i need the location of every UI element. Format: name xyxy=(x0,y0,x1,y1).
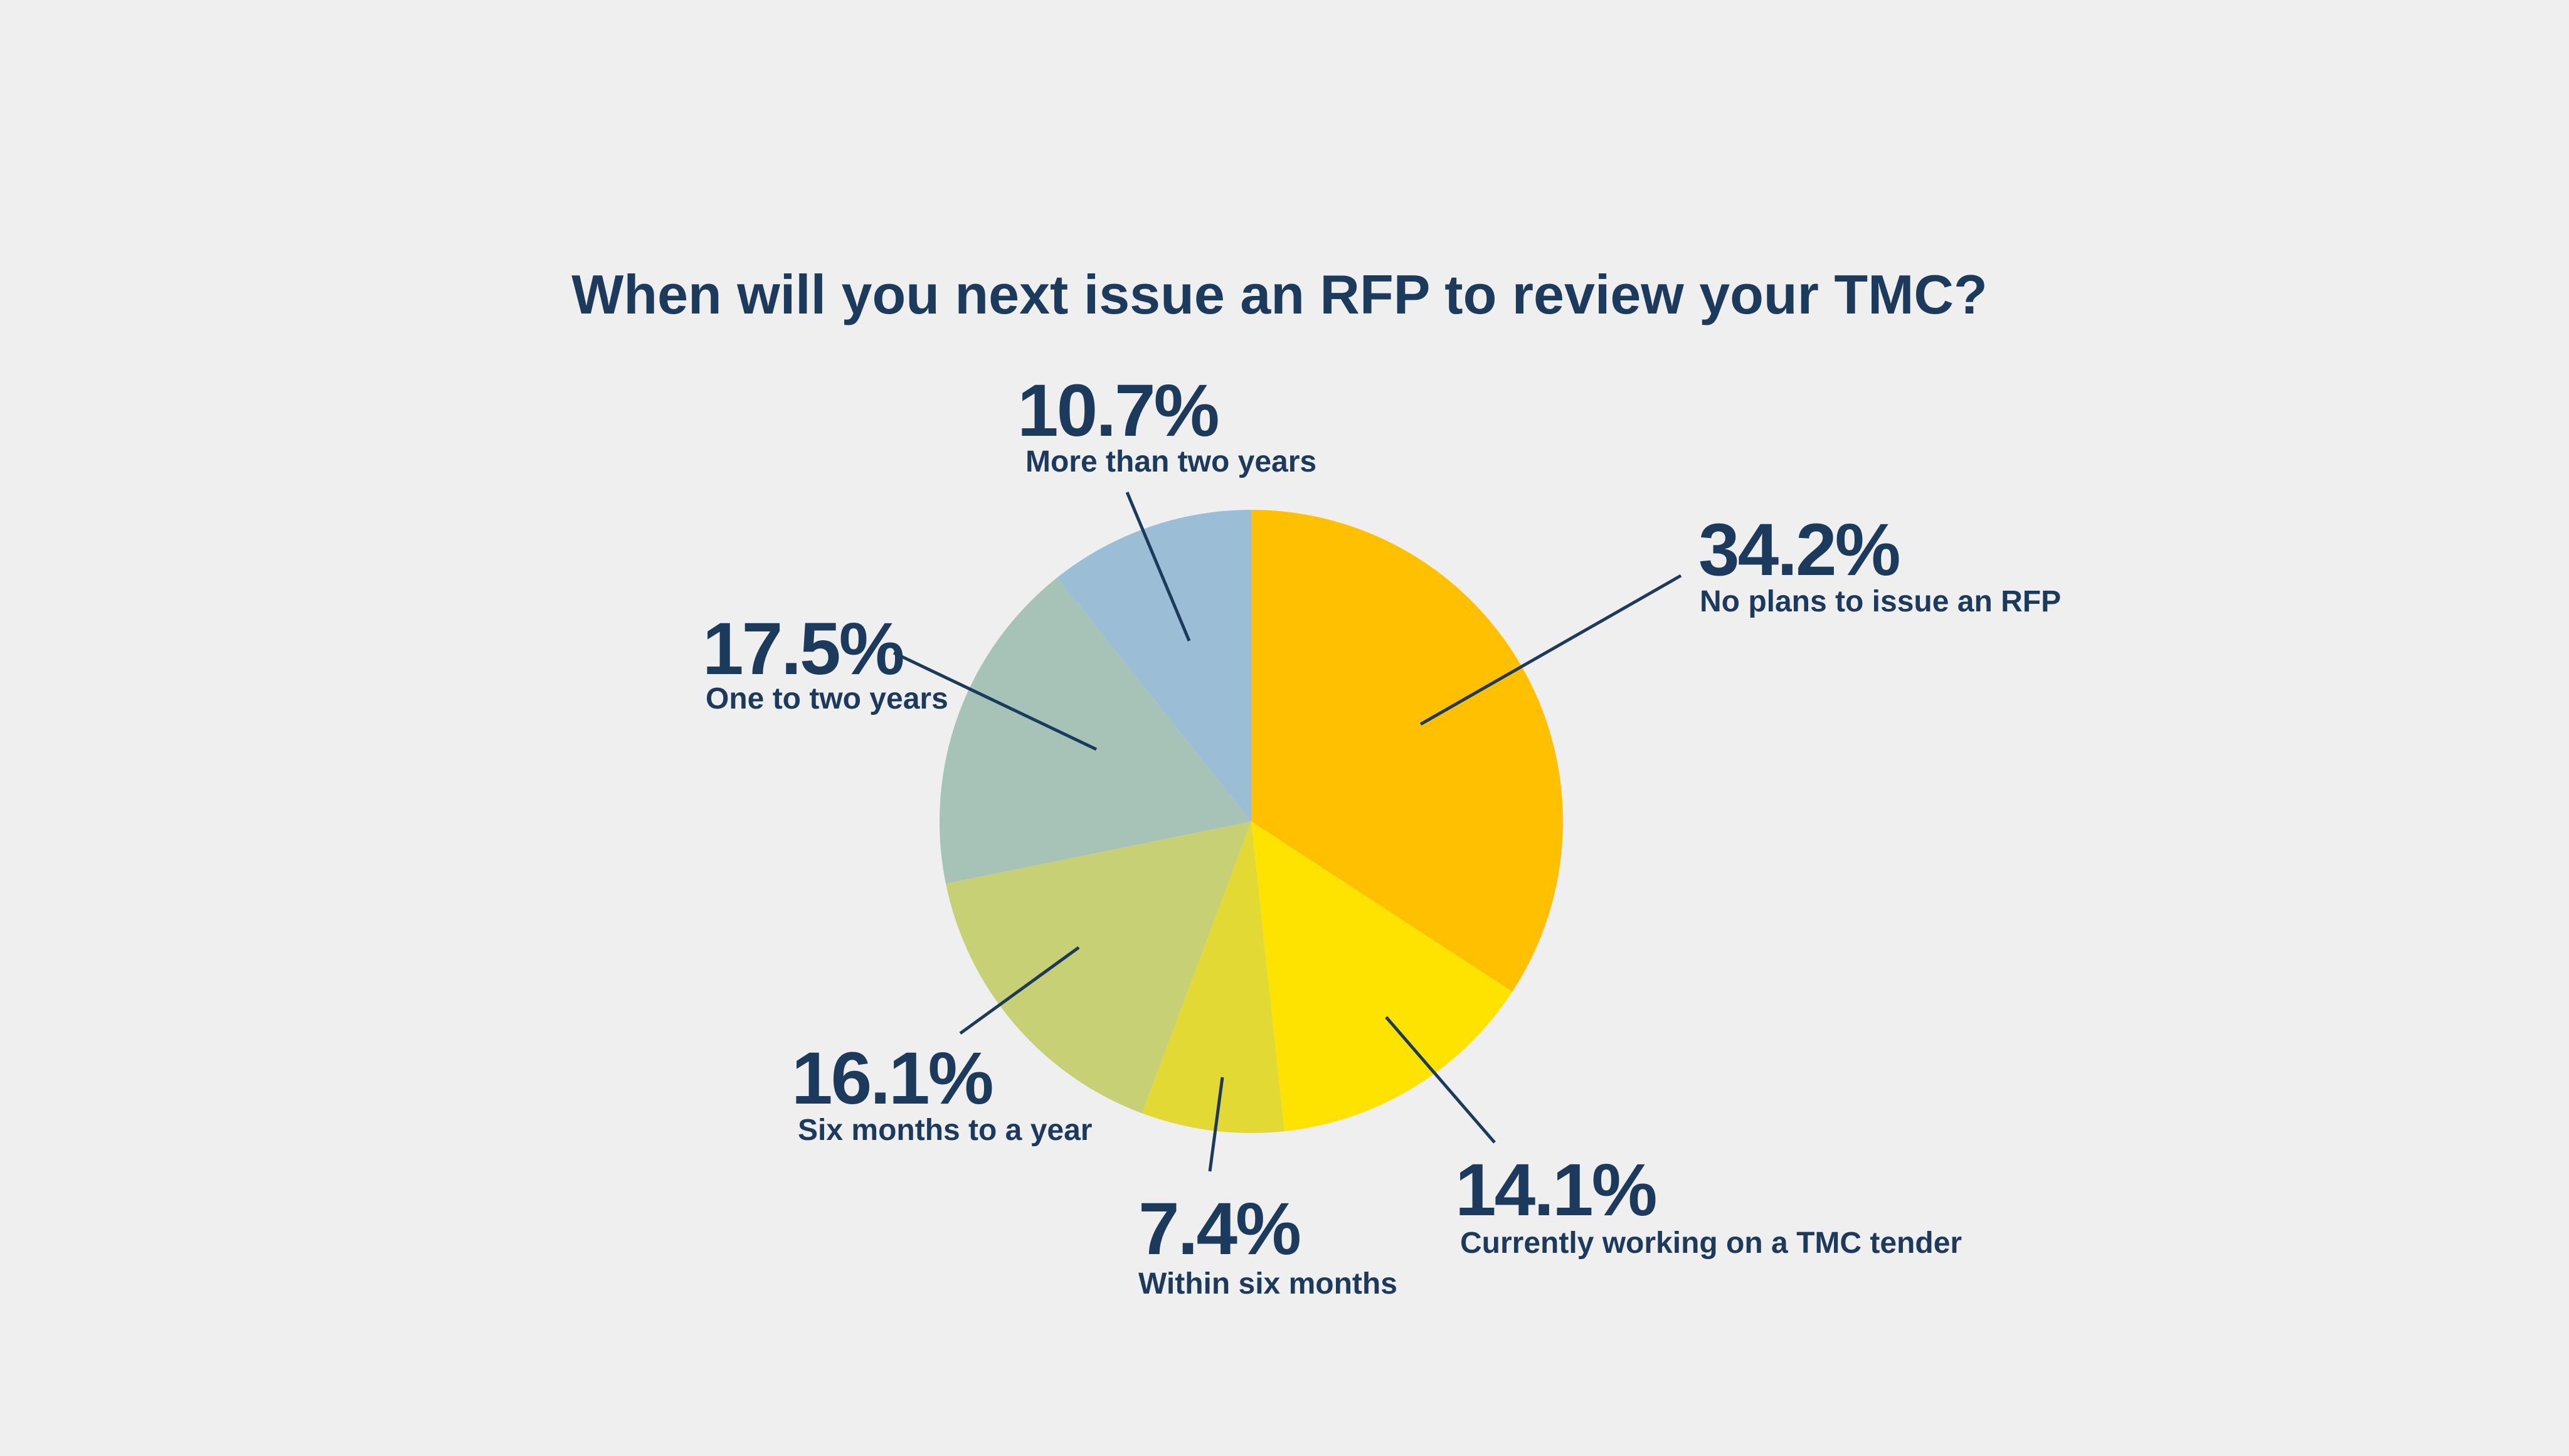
slice-category-label: Six months to a year xyxy=(798,1114,1092,1147)
slice-value-label: 7.4% xyxy=(1138,1188,1300,1270)
leader-line xyxy=(1125,492,1191,641)
chart-title: When will you next issue an RFP to revie… xyxy=(571,263,1987,325)
slice-category-label: Currently working on a TMC tender xyxy=(1460,1227,1962,1260)
slice-category-label: More than two years xyxy=(1025,445,1316,478)
pie-slice xyxy=(1251,510,1563,992)
pie-slice xyxy=(1251,821,1513,1132)
slice-value-label: 17.5% xyxy=(702,608,903,690)
slice-value-label: 10.7% xyxy=(1017,369,1218,452)
slice-labels: 34.2%No plans to issue an RFP 14.1%Curren… xyxy=(702,369,2061,1300)
slice-value-label: 34.2% xyxy=(1698,509,1899,591)
leader-line xyxy=(893,651,1098,751)
leader-line xyxy=(959,946,1080,1035)
slice-category-label: Within six months xyxy=(1138,1267,1397,1300)
pie-slices xyxy=(939,510,1563,1134)
pie-slice xyxy=(946,821,1251,1114)
slice-category-label: One to two years xyxy=(706,682,948,715)
pie-slice xyxy=(1057,510,1251,821)
leader-line xyxy=(1208,1077,1224,1172)
pie-slice xyxy=(1141,821,1284,1134)
slice-value-label: 14.1% xyxy=(1455,1149,1656,1232)
pie-slice xyxy=(939,578,1251,884)
leader-line xyxy=(1419,574,1682,726)
leader-line xyxy=(1385,1016,1496,1144)
slice-category-label: No plans to issue an RFP xyxy=(1700,585,2061,618)
slice-value-label: 16.1% xyxy=(792,1037,992,1120)
leader-lines xyxy=(893,492,1682,1172)
